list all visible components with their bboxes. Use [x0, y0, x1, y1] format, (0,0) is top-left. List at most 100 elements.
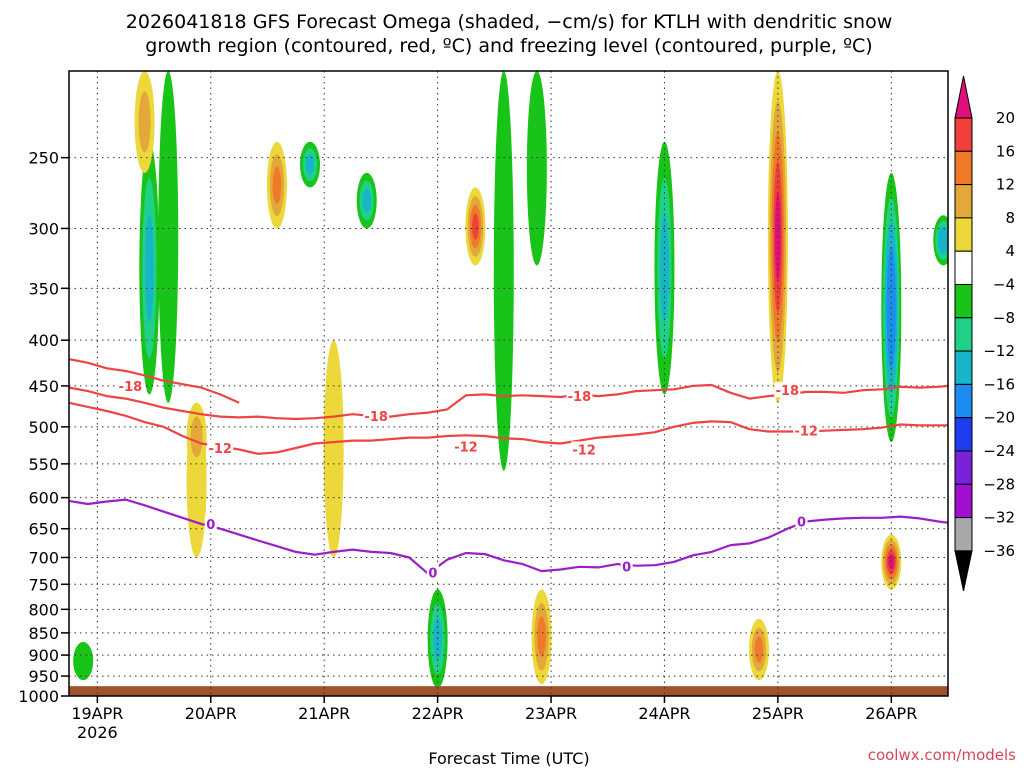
colorbar-label: −20: [983, 409, 1015, 427]
colorbar-label: −4: [993, 276, 1015, 294]
contour-label: 0: [428, 567, 437, 582]
contour-label-bg: [426, 564, 439, 580]
x-tick-label: 20APR: [185, 704, 237, 723]
x-tick-label: 24APR: [638, 704, 690, 723]
contour-label-bg: [207, 439, 234, 455]
colorbar-label: −28: [983, 475, 1015, 493]
y-tick-label: 1000: [18, 687, 59, 706]
contour-dgz_minus18_upper: [69, 358, 240, 404]
contour-label-bg: [774, 382, 801, 398]
colorbar-bin: [954, 117, 973, 152]
omega-cell: [939, 232, 947, 249]
x-tick-sublabel: 2026: [77, 723, 118, 742]
chart-title-line-2: growth region (contoured, red, ºC) and f…: [145, 35, 872, 57]
omega-cell: [362, 188, 372, 213]
x-tick-label: 19APR: [71, 704, 123, 723]
colorbar: 20 16 12 8 4 −4 −8 −12 −16 −20 −24 −28 −32 −36: [954, 75, 1015, 592]
chart-title-line-1: 2026041818 GFS Forecast Omega (shaded, −…: [126, 11, 892, 33]
colorbar-label: −8: [993, 309, 1015, 327]
omega-cell: [272, 166, 282, 204]
contour-label: -12: [794, 425, 818, 440]
colorbar-bin: [954, 184, 973, 219]
y-tick-label: 850: [28, 624, 59, 643]
contour-labels: -18 -18 -18 -18 -12 -12 -12 -12 0 0 0 0: [117, 377, 820, 582]
x-tick-label: 25APR: [752, 704, 804, 723]
y-tick-label: 500: [28, 418, 59, 437]
omega-cell: [537, 616, 546, 658]
colorbar-bin: [954, 284, 973, 319]
colorbar-bin: [954, 150, 973, 186]
colorbar-bottom-arrow: [954, 550, 973, 592]
colorbar-label: 16: [996, 142, 1015, 160]
omega-cell: [145, 213, 154, 323]
colorbar-bin: [954, 517, 973, 552]
omega-cell: [77, 649, 90, 673]
y-tick-label: 900: [28, 646, 59, 665]
contour-label: -18: [776, 384, 800, 399]
y-tick-label: 650: [28, 520, 59, 539]
colorbar-bin: [954, 250, 973, 285]
contour-label: -18: [119, 380, 143, 395]
omega-cell: [162, 137, 175, 337]
contour-label-bg: [204, 515, 217, 531]
contour-label: 0: [206, 518, 215, 533]
colorbar-label: −24: [983, 442, 1015, 460]
y-tick-label: 750: [28, 575, 59, 594]
omega-cell: [190, 416, 203, 458]
colorbar-bin: [954, 317, 973, 352]
x-axis-label: Forecast Time (UTC): [428, 749, 589, 768]
omega-cell: [138, 91, 151, 153]
y-tick-label: 800: [28, 600, 59, 619]
colorbar-label: 12: [996, 176, 1015, 194]
omega-cell: [305, 154, 315, 175]
plot-frame: [68, 70, 949, 697]
y-tick-label: 350: [28, 279, 59, 298]
colorbar-bin: [954, 217, 973, 252]
omega-cell: [660, 213, 669, 323]
y-tick-label: 400: [28, 331, 59, 350]
omega-cell: [754, 636, 764, 663]
y-axis: 250 300 350 400 450 500 550 600 650 700 750 800 850 9…: [18, 149, 69, 706]
contour-label-bg: [117, 377, 144, 393]
contour-label: -12: [572, 443, 596, 458]
colorbar-top-arrow: [954, 75, 973, 119]
plot-area: -18 -18 -18 -18 -12 -12 -12 -12 0 0 0 0: [68, 70, 949, 697]
colorbar-label: 4: [1005, 242, 1015, 260]
y-tick-label: 300: [28, 219, 59, 238]
y-tick-label: 450: [28, 377, 59, 396]
x-tick-label: 26APR: [865, 704, 917, 723]
colorbar-bin: [954, 483, 973, 519]
contour-label-bg: [363, 407, 390, 423]
colorbar-label: −36: [983, 542, 1015, 560]
omega-cell: [472, 213, 479, 240]
omega-cell: [888, 554, 895, 570]
credit-link[interactable]: coolwx.com/models: [868, 746, 1016, 764]
contour-label: -12: [454, 441, 478, 456]
omega-cell: [530, 109, 543, 227]
contour-label: 0: [622, 560, 631, 575]
colorbar-bin: [954, 417, 973, 452]
y-tick-label: 950: [28, 667, 59, 686]
contour-label-bg: [571, 441, 598, 457]
colorbar-bin: [954, 450, 973, 485]
contour-label: 0: [797, 515, 806, 530]
contour-dgz_minus18: [69, 383, 948, 421]
x-tick-label: 21APR: [298, 704, 350, 723]
contour-freezing_level_0: [69, 498, 948, 575]
omega-cell: [323, 340, 344, 558]
contour-label: -18: [568, 390, 592, 405]
colorbar-bin: [954, 350, 973, 385]
y-tick-label: 700: [28, 548, 59, 567]
contour-label-bg: [452, 438, 479, 454]
contour-label-bg: [566, 388, 593, 404]
y-tick-label: 550: [28, 455, 59, 474]
omega-cell: [497, 150, 510, 391]
x-tick-label: 23APR: [525, 704, 577, 723]
x-tick-label: 22APR: [412, 704, 464, 723]
y-tick-label: 250: [28, 149, 59, 168]
contour-label: -12: [208, 442, 232, 457]
colorbar-label: −32: [983, 509, 1015, 527]
colorbar-label: −16: [983, 375, 1015, 393]
contour-label: -18: [364, 410, 388, 425]
